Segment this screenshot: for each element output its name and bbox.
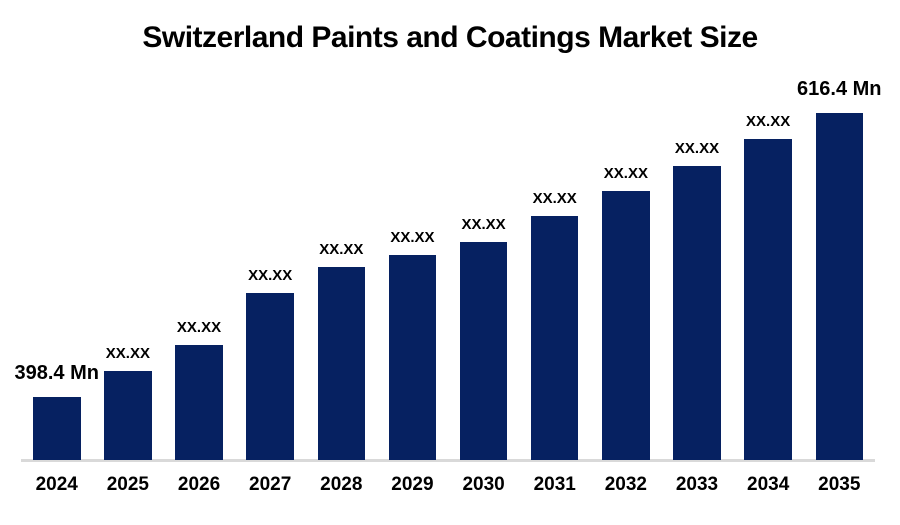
bar-2033 [673, 166, 721, 460]
value-label-2025: XX.XX [105, 344, 150, 362]
bar-2026 [175, 345, 223, 460]
value-label-2027: XX.XX [248, 266, 293, 284]
value-label-2031: XX.XX [532, 189, 577, 207]
bar-2025 [104, 371, 152, 460]
value-label-2024: 398.4 Mn [14, 362, 99, 384]
value-label-2033: XX.XX [674, 139, 720, 157]
bar-2031 [530, 216, 579, 460]
value-label-2035: 616.4 Mn [797, 78, 882, 100]
value-label-2028: XX.XX [319, 240, 364, 258]
x-tick-2024: 2024 [35, 474, 78, 495]
bar-2029 [388, 255, 437, 460]
value-label-2032: XX.XX [603, 164, 648, 182]
value-label-2029: XX.XX [390, 228, 435, 246]
x-tick-2031: 2031 [533, 474, 576, 495]
x-tick-2029: 2029 [391, 474, 434, 495]
x-tick-2034: 2034 [747, 474, 790, 495]
value-label-2030: XX.XX [461, 215, 506, 233]
bar-2028 [317, 267, 366, 460]
bar-2035 [815, 113, 864, 460]
x-tick-2032: 2032 [604, 474, 647, 495]
x-tick-2025: 2025 [106, 474, 150, 495]
x-tick-2030: 2030 [462, 474, 505, 495]
bar-2027 [246, 293, 294, 460]
bar-2034 [744, 139, 792, 460]
chart-title: Switzerland Paints and Coatings Market S… [142, 21, 758, 54]
x-tick-2027: 2027 [249, 474, 292, 495]
x-axis-line [21, 459, 875, 462]
bar-2024 [33, 397, 81, 460]
x-tick-2033: 2033 [675, 474, 719, 495]
bar-2030 [459, 242, 508, 460]
bar-2032 [602, 191, 650, 460]
x-tick-2035: 2035 [818, 474, 861, 495]
x-tick-2026: 2026 [177, 474, 221, 495]
x-tick-2028: 2028 [320, 474, 363, 495]
value-label-2034: XX.XX [746, 112, 791, 130]
value-label-2026: XX.XX [176, 318, 222, 336]
